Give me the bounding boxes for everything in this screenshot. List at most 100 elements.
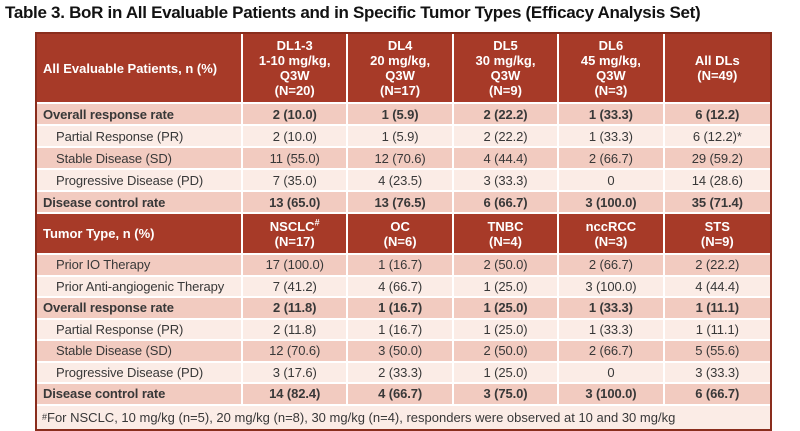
row-label: Overall response rate: [37, 104, 243, 124]
data-cell: 2 (10.0): [243, 104, 349, 124]
data-cell: 1 (16.7): [348, 255, 454, 275]
data-cell: 3 (50.0): [348, 341, 454, 361]
row-label: Progressive Disease (PD): [37, 170, 243, 190]
row-label: Stable Disease (SD): [37, 341, 243, 361]
column-header-line: (N=3): [594, 83, 628, 98]
data-cell: 2 (50.0): [453, 255, 560, 275]
column-header-line: OC: [390, 218, 410, 234]
header-stub-label: Tumor Type, n (%): [37, 214, 243, 253]
column-header: STS (N=9): [664, 214, 770, 253]
data-cell: 3 (100.0): [559, 192, 665, 212]
row-label: Progressive Disease (PD): [37, 362, 243, 382]
column-header-line: (N=3): [594, 233, 628, 249]
data-cell: 1 (16.7): [348, 319, 454, 339]
table-row: Prior Anti-angiogenic Therapy 7 (41.2) 4 (…: [37, 276, 770, 298]
data-cell: 2 (10.0): [243, 126, 349, 146]
data-cell: 2 (33.3): [348, 362, 454, 382]
data-cell: 35 (71.4): [664, 192, 770, 212]
table-row: Disease control rate 13 (65.0) 13 (76.5) 6 …: [37, 192, 770, 214]
data-cell: 7 (35.0): [243, 170, 349, 190]
data-cell: 2 (66.7): [559, 148, 665, 168]
column-header-line: DL5: [493, 38, 518, 53]
column-header-line: nccRCC: [585, 218, 637, 234]
data-cell: 6 (12.2): [664, 104, 770, 124]
column-header-line: DL6: [598, 38, 624, 53]
data-cell: 6 (66.7): [453, 192, 560, 212]
column-header-line: TNBC: [487, 218, 524, 234]
column-header-line: Q3W: [490, 68, 521, 83]
table-row: Partial Response (PR) 2 (10.0) 1 (5.9) 2 (2…: [37, 126, 770, 148]
data-cell: 7 (41.2): [243, 276, 349, 296]
data-cell: 1 (33.3): [559, 126, 665, 146]
data-cell: 4 (44.4): [453, 148, 560, 168]
data-cell: 4 (66.7): [348, 384, 454, 404]
data-cell: 13 (76.5): [348, 192, 454, 212]
data-cell: 3 (75.0): [453, 384, 560, 404]
data-cell: 2 (11.8): [243, 319, 349, 339]
table-row: Progressive Disease (PD) 7 (35.0) 4 (23.5)…: [37, 170, 770, 192]
column-header: DL6 45 mg/kg, Q3W (N=3): [559, 34, 665, 102]
column-header-line: (N=4): [489, 233, 522, 249]
data-cell: 3 (33.3): [664, 362, 770, 382]
data-cell: 1 (25.0): [453, 319, 560, 339]
row-label: Prior IO Therapy: [37, 255, 243, 275]
column-header-line: DL1-3: [276, 38, 313, 53]
data-cell: 6 (66.7): [664, 384, 770, 404]
data-cell: 3 (100.0): [559, 384, 665, 404]
data-cell: 1 (33.3): [559, 298, 665, 318]
column-header: nccRCC (N=3): [559, 214, 665, 253]
data-cell: 2 (11.8): [243, 298, 349, 318]
column-header-line: 1-10 mg/kg,: [258, 53, 331, 68]
data-cell: 3 (100.0): [559, 276, 665, 296]
row-label: Disease control rate: [37, 192, 243, 212]
column-header-line: (N=17): [274, 233, 315, 249]
column-header: DL1-3 1-10 mg/kg, Q3W (N=20): [243, 34, 349, 102]
data-cell: 13 (65.0): [243, 192, 349, 212]
data-cell: 1 (11.1): [664, 298, 770, 318]
data-cell: 11 (55.0): [243, 148, 349, 168]
row-label: Partial Response (PR): [37, 126, 243, 146]
column-header-line: STS: [704, 218, 730, 234]
column-header: TNBC (N=4): [453, 214, 560, 253]
column-header-line: 45 mg/kg,: [580, 53, 641, 68]
data-cell: 3 (33.3): [453, 170, 560, 190]
column-header-line: Q3W: [279, 68, 310, 83]
row-label: Overall response rate: [37, 298, 243, 318]
row-label: Stable Disease (SD): [37, 148, 243, 168]
column-header-line: Q3W: [385, 68, 415, 83]
data-cell: 14 (82.4): [243, 384, 349, 404]
data-cell: 1 (33.3): [559, 104, 665, 124]
data-cell: 17 (100.0): [243, 255, 349, 275]
row-label: Partial Response (PR): [37, 319, 243, 339]
bor-table: All Evaluable Patients, n (%) DL1-3 1-10 m…: [35, 32, 772, 431]
column-header-line: NSCLC#: [269, 217, 320, 234]
data-cell: 1 (5.9): [348, 126, 454, 146]
data-cell: 14 (28.6): [664, 170, 770, 190]
data-cell: 2 (22.2): [664, 255, 770, 275]
column-header-line: 30 mg/kg,: [475, 53, 536, 68]
data-cell: 1 (25.0): [453, 276, 560, 296]
footnote: # For NSCLC, 10 mg/kg (n=5), 20 mg/kg (n…: [37, 405, 770, 429]
row-label: Prior Anti-angiogenic Therapy: [37, 276, 243, 296]
table-row: Overall response rate 2 (11.8) 1 (16.7) 1 (…: [37, 298, 770, 320]
data-cell: 1 (33.3): [559, 319, 665, 339]
data-cell: 12 (70.6): [348, 148, 454, 168]
column-header-line: DL4: [387, 38, 413, 53]
data-cell: 1 (16.7): [348, 298, 454, 318]
data-cell: 2 (66.7): [559, 255, 665, 275]
data-cell: 2 (66.7): [559, 341, 665, 361]
data-cell: 1 (25.0): [453, 298, 560, 318]
column-header-line: (N=9): [700, 233, 734, 249]
data-cell: 3 (17.6): [243, 362, 349, 382]
data-cell: 1 (5.9): [348, 104, 454, 124]
column-header-line: (N=9): [489, 83, 522, 98]
table-title: Table 3. BoR in All Evaluable Patients a…: [5, 3, 701, 22]
footnote-marker: #: [314, 217, 320, 228]
data-cell: 4 (66.7): [348, 276, 454, 296]
column-header: DL4 20 mg/kg, Q3W (N=17): [348, 34, 454, 102]
table-row: Disease control rate 14 (82.4) 4 (66.7) 3 (…: [37, 384, 770, 406]
header-row: Tumor Type, n (%) NSCLC# (N=17) OC (N=6) TNBC…: [37, 214, 770, 255]
data-cell: 6 (12.2)*: [664, 126, 770, 146]
column-header-line: (N=49): [697, 68, 738, 83]
data-cell: 2 (50.0): [453, 341, 560, 361]
